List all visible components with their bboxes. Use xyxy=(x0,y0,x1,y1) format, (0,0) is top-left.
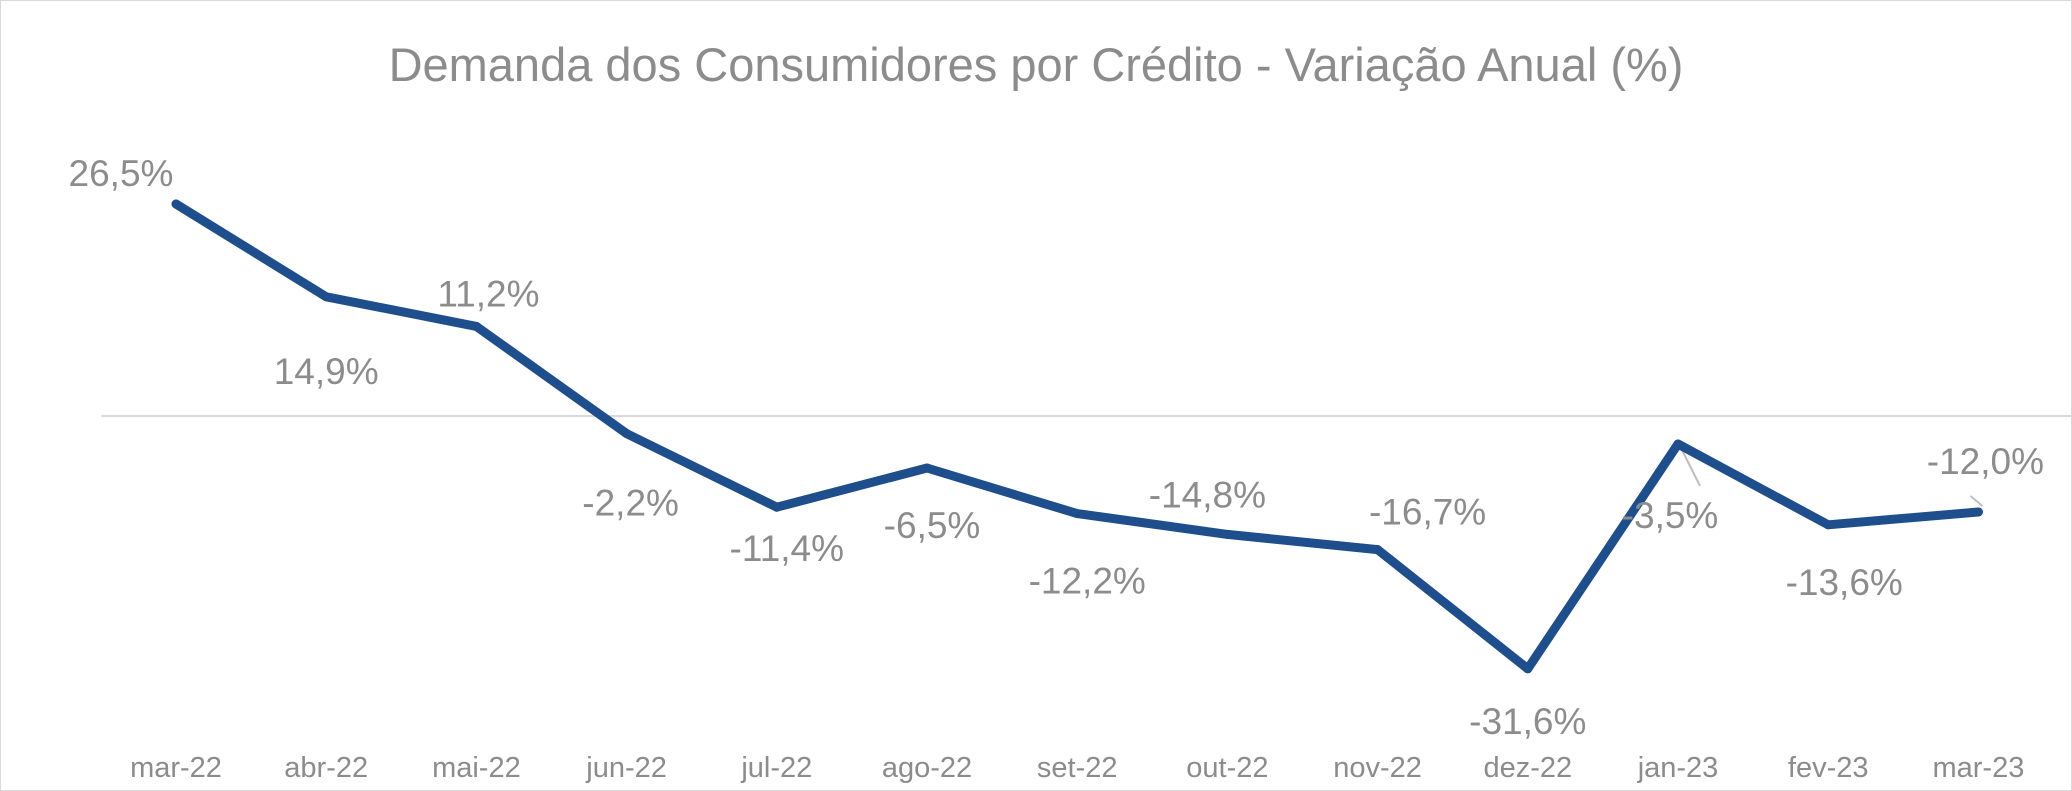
data-label-set-22: -12,2% xyxy=(1029,561,1146,602)
data-point-mar-22 xyxy=(171,199,181,209)
data-label-jul-22: -11,4% xyxy=(730,528,845,569)
data-point-ago-22 xyxy=(922,463,932,473)
data-point-abr-22 xyxy=(321,292,331,302)
leader-lines xyxy=(1681,449,1984,507)
x-tick-nov-22: nov-22 xyxy=(1333,752,1422,784)
x-tick-out-22: out-22 xyxy=(1186,752,1268,784)
data-point-jan-23 xyxy=(1673,439,1683,449)
data-label-nov-22: -16,7% xyxy=(1369,492,1486,533)
x-tick-abr-22: abr-22 xyxy=(284,752,368,784)
data-labels: 26,5% 14,9% 11,2% -2,2% -11,4% -6,5% -12,2% -14… xyxy=(69,153,2044,742)
leader-line-jan-23 xyxy=(1681,449,1701,487)
leader-line-mar-23 xyxy=(1969,495,1984,507)
data-point-fev-23 xyxy=(1823,520,1833,530)
x-tick-mar-22: mar-22 xyxy=(130,752,222,784)
data-label-jun-22: -2,2% xyxy=(582,483,679,524)
x-tick-jan-23: jan-23 xyxy=(1637,752,1719,784)
x-tick-jul-22: jul-22 xyxy=(740,752,812,784)
data-point-out-22 xyxy=(1222,529,1232,539)
data-point-nov-22 xyxy=(1373,545,1383,555)
data-point-mai-22 xyxy=(471,321,481,331)
data-point-jul-22 xyxy=(772,502,782,512)
data-label-fev-23: -13,6% xyxy=(1786,562,1903,603)
data-label-mai-22: 11,2% xyxy=(437,273,539,314)
x-tick-jun-22: jun-22 xyxy=(585,752,667,784)
data-label-abr-22: 14,9% xyxy=(274,351,379,392)
data-label-mar-23: -12,0% xyxy=(1927,441,2044,482)
data-label-ago-22: -6,5% xyxy=(884,505,981,546)
data-point-jun-22 xyxy=(622,429,632,439)
x-tick-ago-22: ago-22 xyxy=(882,752,972,784)
data-label-out-22: -14,8% xyxy=(1149,474,1266,515)
x-tick-set-22: set-22 xyxy=(1037,752,1118,784)
data-label-mar-22: 26,5% xyxy=(69,153,174,194)
data-label-jan-23: -3,5% xyxy=(1622,495,1719,536)
data-point-dez-22 xyxy=(1523,664,1533,674)
x-axis-ticks: mar-22 abr-22 mai-22 jun-22 jul-22 ago-22 set-… xyxy=(130,752,2024,784)
x-tick-mai-22: mai-22 xyxy=(432,752,521,784)
data-point-mar-23 xyxy=(1973,507,1983,517)
x-tick-mar-23: mar-23 xyxy=(1932,752,2024,784)
data-label-dez-22: -31,6% xyxy=(1469,701,1586,742)
x-tick-fev-23: fev-23 xyxy=(1788,752,1869,784)
x-tick-dez-22: dez-22 xyxy=(1483,752,1572,784)
chart-title: Demanda dos Consumidores por Crédito - V… xyxy=(389,38,1684,91)
data-point-set-22 xyxy=(1072,509,1082,519)
